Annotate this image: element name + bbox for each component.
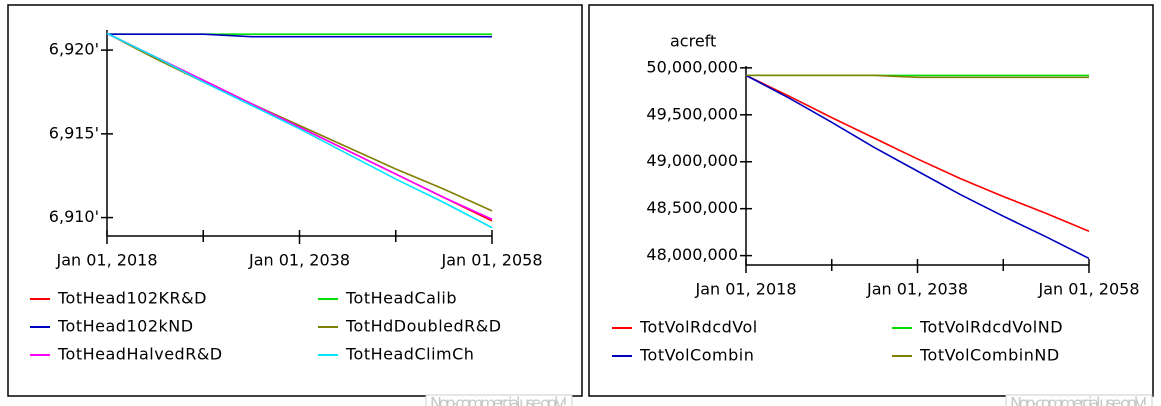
legend-label: TotHead102kND <box>57 317 194 336</box>
series-line <box>745 74 1090 232</box>
y-tick-label: 6,910' <box>49 207 99 226</box>
legend-label: TotHeadHalvedR&D <box>57 345 223 364</box>
series-line <box>745 74 1090 260</box>
y-tick-label: 49,000,000 <box>646 151 738 170</box>
watermark: Non-commercial use only! <box>430 394 568 406</box>
y-tick-label: 6,915' <box>49 123 99 142</box>
legend-label: TotVolRdcdVol <box>639 318 758 337</box>
y-tick-label: 48,000,000 <box>646 245 738 264</box>
left-panel <box>7 4 583 397</box>
y-axis-label: acreft <box>670 32 716 51</box>
right-panel <box>588 4 1154 397</box>
x-tick-label: Jan 01, 2038 <box>248 251 350 270</box>
x-tick-label: Jan 01, 2018 <box>695 280 797 299</box>
legend-label: TotHdDoubledR&D <box>345 317 502 336</box>
series-line <box>107 33 492 38</box>
series-line <box>746 74 1089 79</box>
legend-label: TotVolRdcdVolND <box>919 318 1063 337</box>
series-line <box>106 32 493 212</box>
y-tick-label: 49,500,000 <box>646 104 738 123</box>
legend-label: TotHeadCalib <box>345 289 457 308</box>
watermark-box <box>425 394 573 406</box>
series-line <box>106 32 493 229</box>
x-tick-label: Jan 01, 2058 <box>441 251 543 270</box>
y-tick-label: 50,000,000 <box>646 57 738 76</box>
watermark: Non-commercial use only! <box>1010 394 1148 406</box>
legend-label: TotHead102KR&D <box>57 289 207 308</box>
watermark-box <box>1005 394 1153 406</box>
legend-label: TotHeadClimCh <box>345 345 474 364</box>
y-tick-label: 6,920' <box>49 40 99 59</box>
x-tick-label: Jan 01, 2058 <box>1038 280 1140 299</box>
legend-label: TotVolCombin <box>639 346 754 365</box>
y-tick-label: 48,500,000 <box>646 198 738 217</box>
x-tick-label: Jan 01, 2038 <box>866 280 968 299</box>
legend-label: TotVolCombinND <box>919 346 1060 365</box>
x-tick-label: Jan 01, 2018 <box>56 251 158 270</box>
